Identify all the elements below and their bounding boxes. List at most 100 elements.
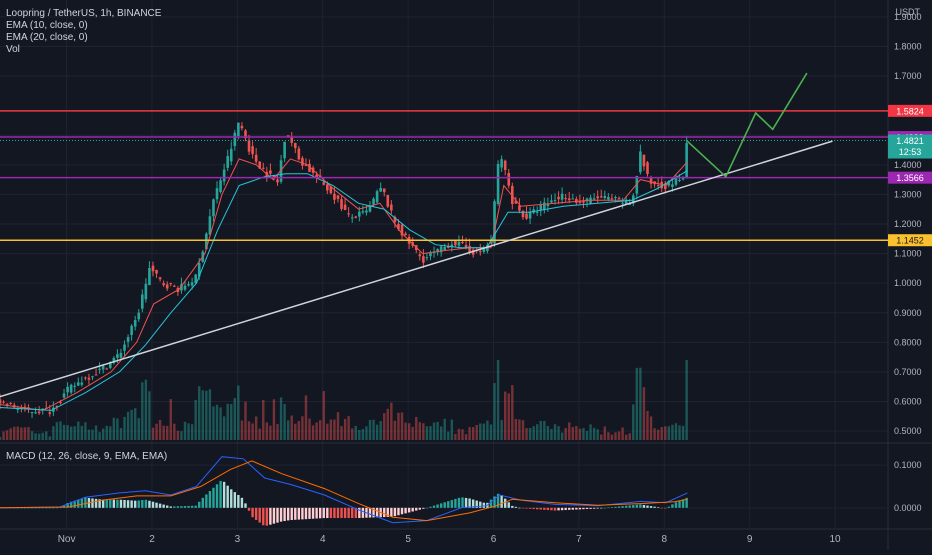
volume-bar <box>607 432 610 440</box>
candle-body <box>379 187 382 192</box>
indicator-volume-label[interactable]: Vol <box>6 44 20 55</box>
macd-histogram-bar <box>258 507 261 523</box>
candle-body <box>571 198 575 200</box>
volume-bar <box>664 426 667 440</box>
indicator-ema20-label[interactable]: EMA (20, close, 0) <box>6 32 88 43</box>
time-tick-label: 9 <box>747 534 753 545</box>
macd-histogram-bar <box>326 507 329 519</box>
macd-histogram-bar <box>141 500 144 508</box>
candle-body <box>105 368 109 370</box>
volume-bar <box>621 427 624 440</box>
volume-bar <box>84 422 87 440</box>
ema20-line <box>0 170 688 411</box>
ascending-trendline[interactable] <box>0 140 833 404</box>
candle-body <box>141 294 144 309</box>
macd-histogram-bar <box>397 507 400 516</box>
candle-body <box>123 344 126 351</box>
volume-bar <box>397 412 400 440</box>
volume-bar <box>439 426 443 440</box>
candle-body <box>84 377 87 379</box>
macd-histogram-bar <box>158 503 162 508</box>
time-tick-label: 5 <box>405 534 411 545</box>
macd-histogram-bar <box>244 503 247 508</box>
indicator-ema10-label[interactable]: EMA (10, close, 0) <box>6 20 88 31</box>
candle-body <box>23 406 27 408</box>
macd-histogram-bar <box>205 494 208 508</box>
volume-bar <box>77 421 80 440</box>
volume-bar <box>681 425 685 440</box>
price-tick-label: 1.1000 <box>894 249 922 259</box>
candle-body <box>660 181 664 189</box>
candle-body <box>329 186 333 194</box>
macd-histogram-bar <box>407 507 411 513</box>
candle-body <box>496 164 500 205</box>
volume-bar <box>425 426 429 440</box>
candle-body <box>233 132 237 147</box>
volume-bar <box>41 432 44 440</box>
volume-bar <box>52 426 55 440</box>
macd-histogram-bar <box>69 501 73 508</box>
candle-body <box>525 213 528 219</box>
volume-bar <box>503 391 507 440</box>
volume-bar <box>635 367 639 440</box>
candle-body <box>94 374 98 376</box>
candle-body <box>368 205 372 212</box>
candle-body <box>190 282 194 286</box>
volume-bar <box>653 428 656 440</box>
volume-bar <box>671 424 674 440</box>
macd-histogram-bar <box>468 498 471 508</box>
macd-histogram-bar <box>27 507 30 509</box>
macd-histogram-bar <box>536 507 539 510</box>
macd-histogram-bar <box>336 507 340 519</box>
macd-legend[interactable]: MACD (12, 26, close, 9, EMA, EMA) <box>6 451 168 462</box>
macd-histogram-bar <box>560 507 564 511</box>
volume-bar <box>16 426 19 440</box>
volume-bar <box>27 427 30 440</box>
volume-bar <box>201 390 204 440</box>
candle-body <box>333 193 336 200</box>
volume-bar <box>173 423 176 440</box>
volume-bar <box>311 425 315 440</box>
macd-histogram-bar <box>532 507 535 510</box>
macd-histogram-bar <box>148 500 151 508</box>
macd-histogram-bar <box>404 507 407 514</box>
macd-histogram-bar <box>91 498 94 508</box>
candle-body <box>237 122 240 137</box>
macd-histogram-bar <box>610 507 614 508</box>
candle-body <box>624 199 628 205</box>
candle-body <box>375 191 379 203</box>
volume-bar <box>525 427 528 440</box>
candle-body <box>528 211 532 219</box>
macd-histogram-bar <box>681 499 685 508</box>
macd-histogram-bar <box>286 507 290 521</box>
volume-bar <box>233 398 237 440</box>
volume-bar <box>301 416 304 440</box>
macd-histogram-bar <box>208 491 212 508</box>
candle-body <box>674 177 678 185</box>
macd-histogram-bar <box>112 499 116 508</box>
time-tick-label: Nov <box>58 534 76 545</box>
volume-bar <box>429 426 432 440</box>
candle-body <box>183 285 187 290</box>
macd-histogram-bar <box>294 507 297 520</box>
macd-histogram-bar <box>130 500 133 508</box>
candle-body <box>30 411 34 414</box>
candle-body <box>187 284 190 286</box>
candle-body <box>397 223 400 230</box>
candle-body <box>59 402 62 404</box>
volume-bar <box>461 429 464 440</box>
candle-body <box>365 210 368 213</box>
volume-bar <box>368 419 372 440</box>
candle-body <box>347 213 350 215</box>
macd-histogram-bar <box>507 502 510 508</box>
time-tick-label: 4 <box>320 534 326 545</box>
current-price-label: 1.4821 <box>896 136 924 146</box>
volume-bar <box>571 427 574 440</box>
volume-bar <box>372 419 375 440</box>
symbol-title[interactable]: Loopring / TetherUS, 1h, BINANCE <box>6 8 162 19</box>
volume-bar <box>23 427 27 440</box>
candle-body <box>55 406 59 408</box>
macd-histogram-bar <box>546 507 550 511</box>
